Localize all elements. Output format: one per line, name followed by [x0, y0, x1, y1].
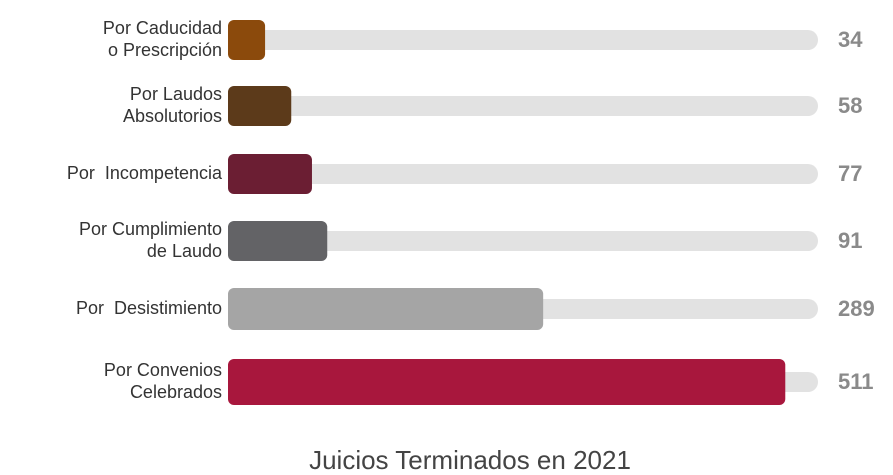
- category-label: Por Convenios Celebrados: [104, 360, 222, 402]
- value-label: 77: [838, 161, 862, 186]
- category-label: Por Desistimiento: [76, 298, 222, 318]
- track: [228, 231, 818, 251]
- track: [228, 96, 818, 116]
- value-label: 58: [838, 93, 862, 118]
- bar: [228, 86, 292, 126]
- value-label: 289: [838, 296, 875, 321]
- value-label: 91: [838, 228, 862, 253]
- chart-title: Juicios Terminados en 2021: [309, 445, 631, 475]
- bar: [228, 221, 328, 261]
- category-label: Por Cumplimiento de Laudo: [79, 219, 222, 261]
- bar: [228, 20, 266, 60]
- category-label: Por Incompetencia: [67, 163, 223, 183]
- bar: [228, 359, 786, 405]
- bar: [228, 154, 312, 194]
- track: [228, 30, 818, 50]
- value-label: 34: [838, 27, 863, 52]
- value-label: 511: [838, 369, 874, 394]
- category-label: Por Laudos Absolutorios: [123, 84, 222, 126]
- category-label: Por Caducidad o Prescripción: [103, 18, 222, 60]
- track: [228, 164, 818, 184]
- bar: [228, 288, 544, 330]
